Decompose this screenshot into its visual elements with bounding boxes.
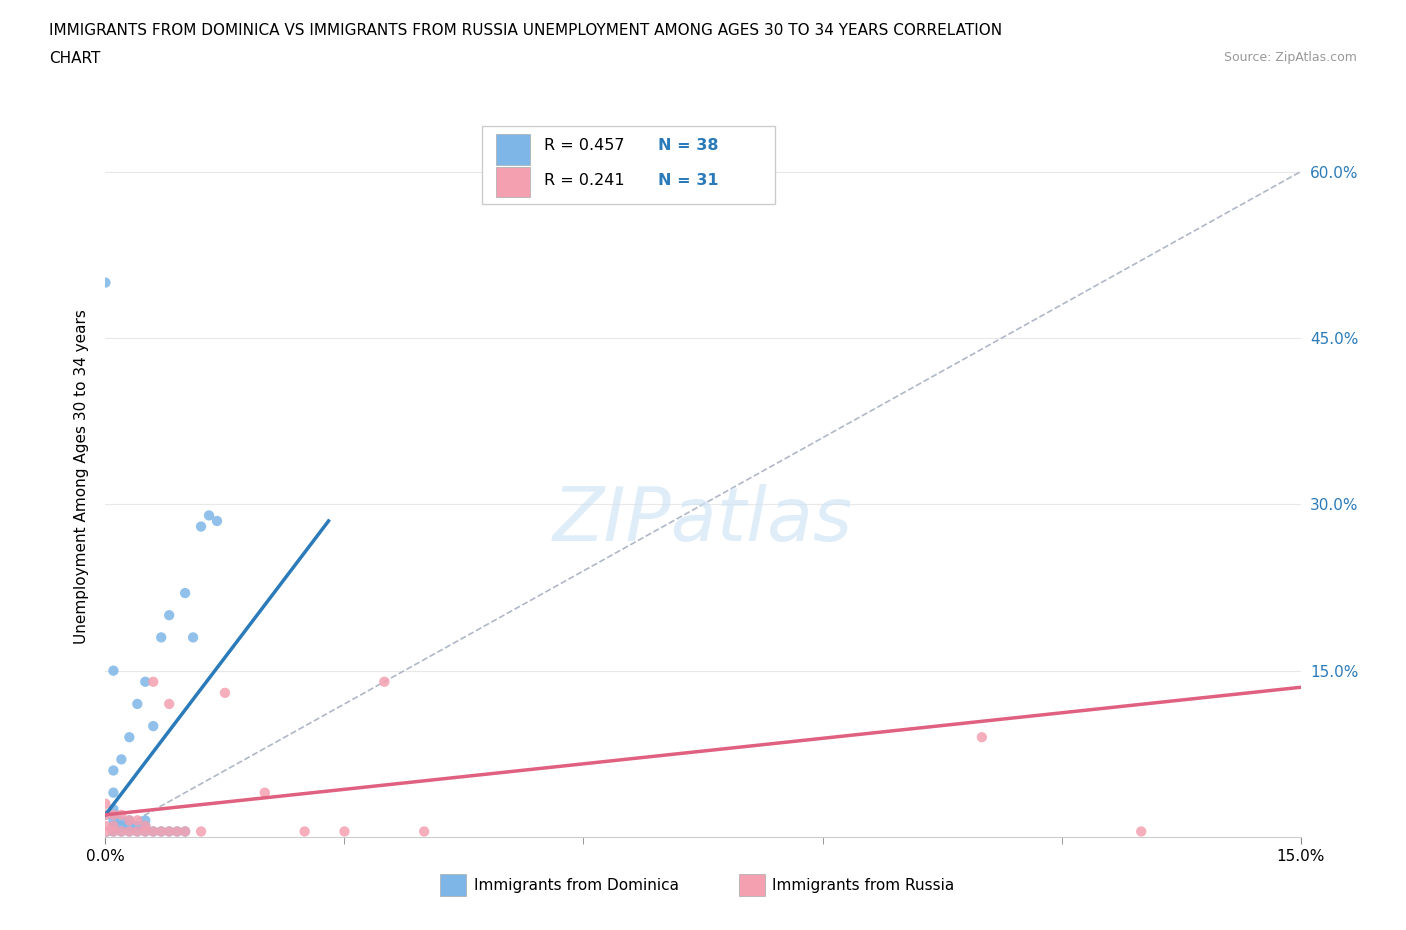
Point (118, 824, 141, 839)
Text: N = 31: N = 31 (658, 173, 718, 188)
Point (174, 586, 197, 601)
Point (110, 807, 132, 822)
Point (373, 674, 395, 689)
Point (127, 824, 149, 839)
Point (134, 824, 156, 839)
Point (103, 663, 125, 678)
Text: Source: ZipAtlas.com: Source: ZipAtlas.com (1223, 51, 1357, 64)
Point (142, 824, 165, 839)
Point (190, 824, 212, 839)
Text: IMMIGRANTS FROM DOMINICA VS IMMIGRANTS FROM RUSSIA UNEMPLOYMENT AMONG AGES 30 TO: IMMIGRANTS FROM DOMINICA VS IMMIGRANTS F… (49, 23, 1002, 38)
Text: Immigrants from Russia: Immigrants from Russia (772, 878, 955, 893)
Point (103, 813, 125, 828)
Point (127, 697, 149, 711)
Point (142, 824, 165, 839)
Text: R = 0.457: R = 0.457 (544, 138, 624, 153)
Point (134, 674, 156, 689)
Y-axis label: Unemployment Among Ages 30 to 34 years: Unemployment Among Ages 30 to 34 years (75, 309, 90, 644)
FancyBboxPatch shape (496, 134, 530, 165)
Point (103, 818, 125, 833)
Point (205, 513, 228, 528)
Point (157, 824, 180, 839)
Point (103, 818, 125, 833)
Point (166, 824, 188, 839)
Point (118, 818, 141, 833)
FancyBboxPatch shape (740, 874, 765, 897)
Point (118, 824, 141, 839)
FancyBboxPatch shape (496, 166, 530, 197)
Point (94, 796, 117, 811)
Point (103, 807, 125, 822)
Point (127, 813, 149, 828)
Point (103, 802, 125, 817)
Point (181, 630, 204, 644)
Point (94, 818, 117, 833)
Point (134, 813, 156, 828)
Point (103, 824, 125, 839)
Point (294, 824, 316, 839)
Point (118, 813, 141, 828)
Point (94, 275, 117, 290)
Point (174, 824, 197, 839)
Point (134, 818, 156, 833)
Point (150, 630, 173, 644)
FancyBboxPatch shape (440, 874, 467, 897)
Point (142, 674, 165, 689)
Point (110, 818, 132, 833)
FancyBboxPatch shape (482, 126, 775, 205)
Text: ZIPatlas: ZIPatlas (553, 484, 853, 556)
Text: R = 0.241: R = 0.241 (544, 173, 624, 188)
Point (1130, 824, 1153, 839)
Point (127, 824, 149, 839)
Point (134, 818, 156, 833)
Point (110, 824, 132, 839)
Point (94, 807, 117, 822)
Point (103, 824, 125, 839)
Point (198, 508, 221, 523)
Point (157, 824, 180, 839)
Point (110, 752, 132, 767)
Point (103, 763, 125, 777)
Point (110, 824, 132, 839)
Point (94, 824, 117, 839)
Point (118, 730, 141, 745)
Text: N = 38: N = 38 (658, 138, 718, 153)
Point (174, 824, 197, 839)
Point (110, 813, 132, 828)
Point (970, 730, 993, 745)
Point (118, 813, 141, 828)
Point (157, 608, 180, 623)
Point (142, 719, 165, 734)
Point (190, 519, 212, 534)
Point (157, 697, 180, 711)
Point (103, 785, 125, 800)
Point (166, 824, 188, 839)
Point (103, 807, 125, 822)
Point (214, 685, 236, 700)
Point (150, 824, 173, 839)
Text: Immigrants from Dominica: Immigrants from Dominica (474, 878, 679, 893)
Point (253, 785, 276, 800)
Point (94, 807, 117, 822)
Point (134, 824, 156, 839)
Point (127, 818, 149, 833)
Point (150, 824, 173, 839)
Point (333, 824, 356, 839)
Point (413, 824, 436, 839)
Text: CHART: CHART (49, 51, 101, 66)
